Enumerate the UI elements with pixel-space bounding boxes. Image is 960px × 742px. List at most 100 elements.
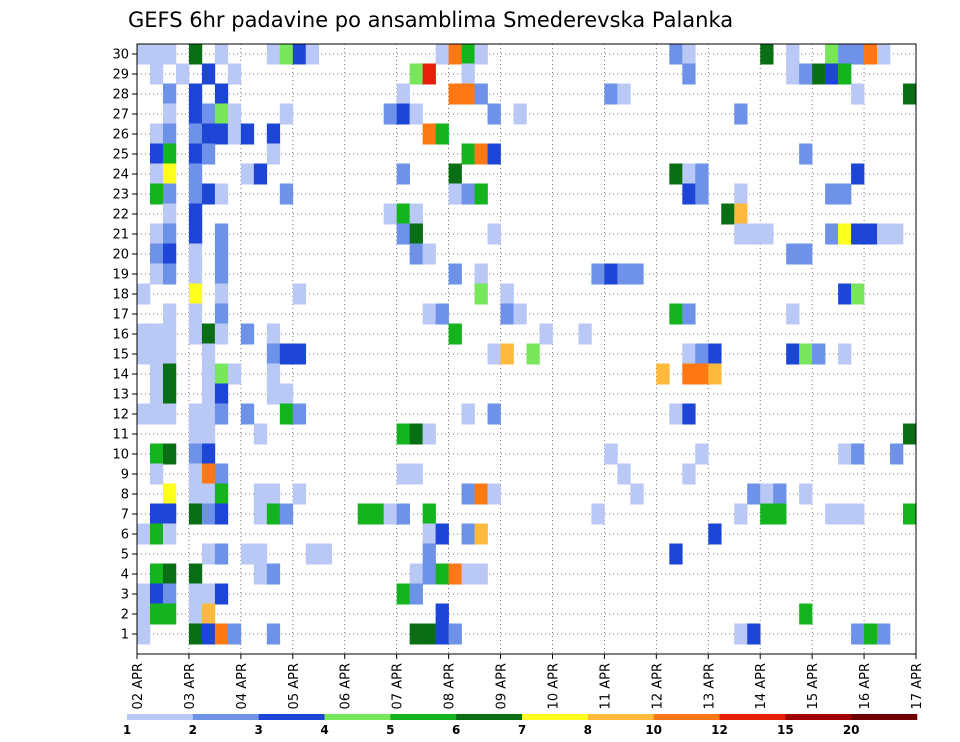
precip-cell (682, 403, 696, 425)
precip-cell (175, 63, 190, 85)
precip-cell (773, 483, 787, 505)
precip-cell (137, 323, 151, 345)
precip-cell (409, 63, 423, 85)
precip-cell (799, 63, 813, 85)
precip-cell (864, 43, 878, 65)
precip-cell (305, 43, 320, 65)
precip-cell (162, 363, 177, 385)
y-tick-label: 20 (112, 248, 129, 263)
precip-cell (591, 263, 605, 285)
precip-cell (149, 143, 164, 165)
precip-cell (162, 263, 177, 285)
precip-cell (760, 483, 774, 505)
precip-cell (877, 43, 891, 65)
precip-cell (279, 103, 294, 125)
precip-cell (409, 243, 423, 265)
precip-cell (214, 483, 229, 505)
precip-cell (149, 183, 164, 205)
precip-cell (266, 623, 281, 645)
precip-cell (396, 423, 410, 445)
precip-cell (188, 323, 203, 345)
precip-cell (630, 263, 644, 285)
y-tick-label: 1 (121, 628, 129, 643)
precip-cell (682, 163, 696, 185)
precip-cell (396, 163, 410, 185)
precip-cell (149, 523, 164, 545)
precip-cell (201, 63, 216, 85)
precip-cell (292, 343, 307, 365)
precip-cell (474, 83, 488, 105)
precip-cell (409, 203, 423, 225)
precip-cell (409, 103, 423, 125)
precip-cell (162, 343, 177, 365)
precip-cell (137, 43, 151, 65)
y-tick-label: 12 (112, 408, 129, 423)
precip-cell (253, 563, 268, 585)
precip-cell (474, 563, 488, 585)
precip-cell (162, 223, 177, 245)
precip-cell (188, 143, 203, 165)
colorbar-swatch (587, 714, 654, 720)
precip-cell (188, 303, 203, 325)
precip-cell (851, 443, 865, 465)
precip-cell (318, 543, 333, 565)
precip-cell (188, 223, 203, 245)
precip-cell (214, 303, 229, 325)
precip-cell (838, 443, 852, 465)
precip-cell (279, 503, 294, 525)
precip-cell (149, 463, 164, 485)
precip-cell (734, 223, 748, 245)
precip-cell (201, 503, 216, 525)
precip-cell (513, 103, 527, 125)
precip-cell (188, 463, 203, 485)
precip-cell (487, 343, 501, 365)
precip-cell (149, 263, 164, 285)
precip-cell (188, 183, 203, 205)
y-tick-label: 7 (121, 508, 129, 523)
precip-cell (422, 563, 436, 585)
precip-cell (669, 403, 683, 425)
y-tick-label: 10 (112, 448, 129, 463)
precip-cell (435, 303, 449, 325)
precip-cell (812, 63, 826, 85)
x-axis-ticks: 02 APR 03 APR 04 APR 05 APR 06 APR 07 APR 08 A… (131, 654, 925, 709)
precip-cell (292, 403, 307, 425)
x-tick-label: 02 APR (131, 663, 146, 709)
precip-cell (461, 143, 475, 165)
precip-cell (734, 103, 748, 125)
precip-cell (383, 203, 397, 225)
precip-cell (786, 43, 800, 65)
chart-title: GEFS 6hr padavine po ansamblima Smederev… (128, 8, 733, 32)
precip-cell (500, 283, 514, 305)
precip-cell (461, 403, 475, 425)
precip-cell (201, 403, 216, 425)
precip-cell (461, 83, 475, 105)
x-tick-label: 07 APR (391, 663, 406, 709)
colorbar-swatch (127, 714, 194, 720)
y-tick-label: 29 (112, 68, 129, 83)
precip-cell (851, 83, 865, 105)
precip-cell (461, 563, 475, 585)
y-tick-label: 8 (121, 488, 129, 503)
x-tick-label: 17 APR (910, 663, 925, 709)
precip-cell (201, 463, 216, 485)
precip-cell (214, 543, 229, 565)
precip-cell (747, 223, 761, 245)
precip-cell (162, 323, 177, 345)
precip-cell (253, 163, 268, 185)
colorbar-swatch (258, 714, 325, 720)
precip-cell (695, 163, 709, 185)
precip-cell (487, 483, 501, 505)
precip-cell (253, 503, 268, 525)
y-tick-label: 21 (112, 228, 129, 243)
precip-cell (669, 43, 683, 65)
y-tick-label: 14 (112, 368, 129, 383)
precip-cell (292, 43, 307, 65)
precip-cell (786, 343, 800, 365)
precip-cell (201, 603, 216, 625)
precip-cell (604, 263, 618, 285)
precip-cell (214, 103, 229, 125)
precip-cell (604, 443, 618, 465)
precip-cell (214, 283, 229, 305)
precip-cell (240, 543, 255, 565)
